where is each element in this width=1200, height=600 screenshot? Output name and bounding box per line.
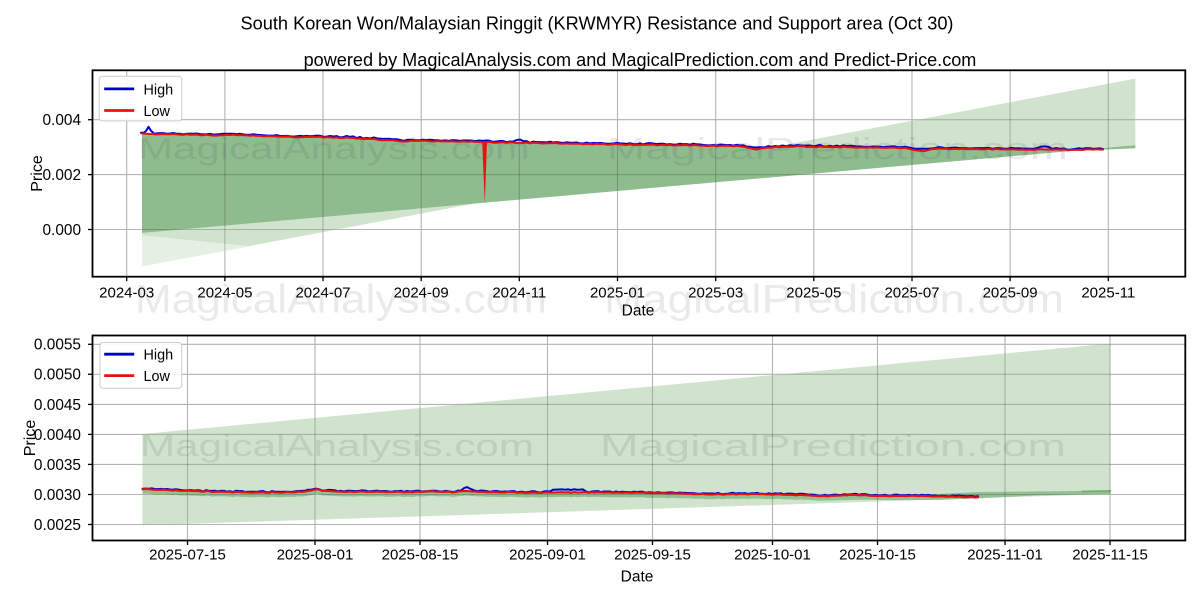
svg-text:MagicalAnalysis.com: MagicalAnalysis.com: [135, 278, 547, 322]
svg-text:MagicalPrediction.com: MagicalPrediction.com: [600, 428, 1066, 463]
svg-text:Price: Price: [29, 155, 46, 192]
svg-text:2025-11-01: 2025-11-01: [967, 547, 1043, 564]
svg-text:0.0025: 0.0025: [34, 517, 81, 534]
svg-text:2024-11: 2024-11: [492, 285, 546, 302]
svg-text:MagicalAnalysis.com: MagicalAnalysis.com: [140, 428, 534, 463]
svg-text:2025-07-15: 2025-07-15: [149, 547, 226, 564]
svg-text:High: High: [144, 348, 174, 364]
svg-text:2024-03: 2024-03: [99, 285, 154, 302]
svg-text:Date: Date: [622, 303, 655, 320]
svg-text:2025-09: 2025-09: [983, 285, 1038, 302]
svg-text:2025-10-15: 2025-10-15: [839, 547, 916, 564]
svg-text:0.0045: 0.0045: [34, 397, 81, 414]
svg-text:0.0040: 0.0040: [34, 427, 81, 444]
svg-text:MagicalPrediction.com: MagicalPrediction.com: [604, 278, 1064, 322]
svg-text:2025-11: 2025-11: [1081, 285, 1135, 302]
svg-text:Low: Low: [144, 369, 171, 385]
svg-text:Date: Date: [621, 569, 654, 586]
svg-text:2025-09-15: 2025-09-15: [614, 547, 691, 564]
svg-text:2024-09: 2024-09: [394, 285, 449, 302]
svg-text:0.004: 0.004: [42, 112, 81, 129]
svg-text:2025-05: 2025-05: [786, 285, 841, 302]
svg-text:0.0055: 0.0055: [34, 337, 81, 354]
svg-text:High: High: [144, 82, 174, 98]
svg-text:South Korean Won/Malaysian Rin: South Korean Won/Malaysian Ringgit (KRWM…: [240, 14, 953, 34]
svg-text:2025-01: 2025-01: [590, 285, 645, 302]
svg-text:Low: Low: [144, 104, 171, 120]
svg-text:2024-07: 2024-07: [295, 285, 350, 302]
svg-text:Price: Price: [22, 420, 39, 457]
svg-text:2024-05: 2024-05: [197, 285, 252, 302]
svg-text:0.0050: 0.0050: [34, 367, 81, 384]
svg-text:0.0030: 0.0030: [34, 487, 81, 504]
svg-text:2025-09-01: 2025-09-01: [509, 547, 586, 564]
svg-text:2025-07: 2025-07: [884, 285, 939, 302]
svg-text:0.002: 0.002: [42, 167, 81, 184]
svg-text:2025-08-15: 2025-08-15: [382, 547, 459, 564]
svg-text:0.0035: 0.0035: [34, 457, 81, 474]
svg-text:0.000: 0.000: [42, 222, 81, 239]
svg-text:2025-08-01: 2025-08-01: [277, 547, 354, 564]
svg-text:2025-11-15: 2025-11-15: [1072, 547, 1148, 564]
svg-text:2025-10-01: 2025-10-01: [734, 547, 811, 564]
svg-text:powered by MagicalAnalysis.com: powered by MagicalAnalysis.com and Magic…: [304, 50, 977, 70]
svg-text:2025-03: 2025-03: [688, 285, 743, 302]
